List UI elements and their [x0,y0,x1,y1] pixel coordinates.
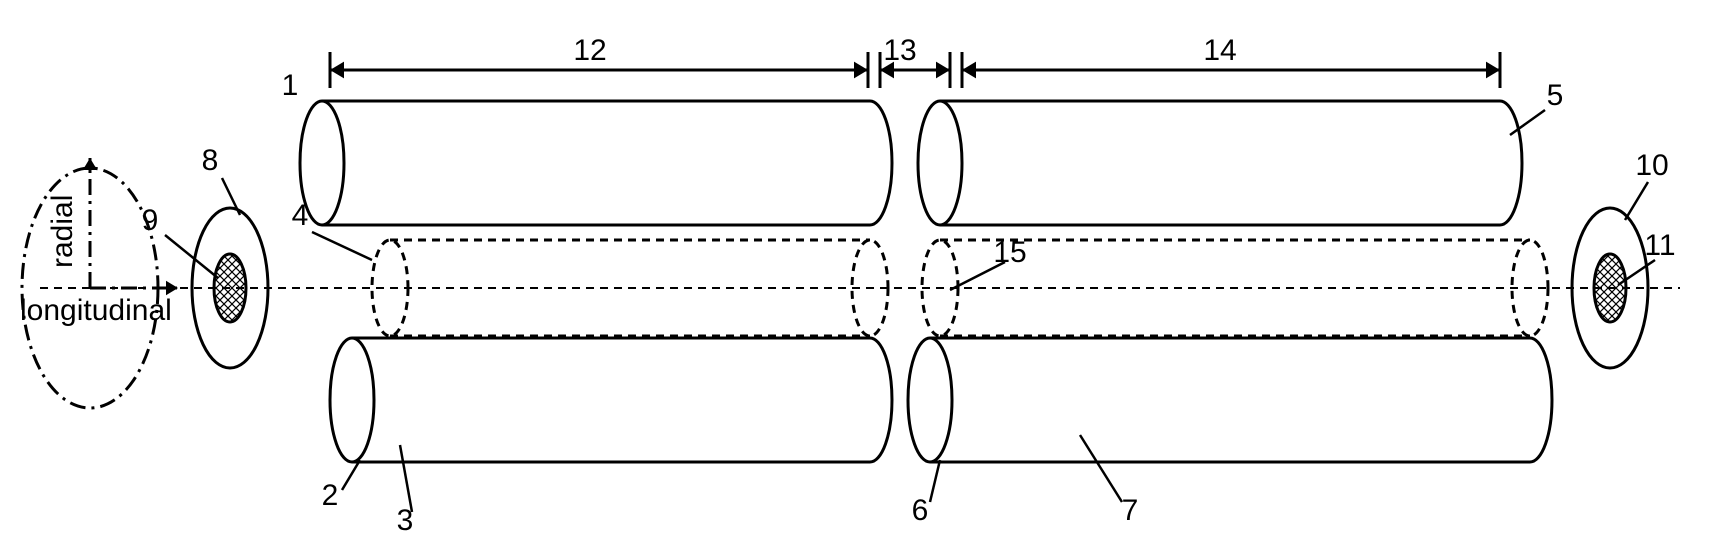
arrowhead [962,62,976,79]
callout-label: 6 [912,494,929,527]
leader-line [400,445,412,512]
aperture-hole [1594,254,1626,322]
callout-label: 8 [202,144,219,177]
callout-label: 2 [322,479,339,512]
axis-longitudinal-label: longitudinal [20,294,172,327]
callout-label: 9 [142,204,159,237]
callout-label: 4 [292,199,309,232]
rod-endcap [1500,101,1522,225]
arrowhead [854,62,868,79]
callout-label: 13 [883,34,916,67]
rod-endcap [1530,338,1552,462]
arrowhead [83,158,97,170]
rod-endcap [330,338,374,462]
callout-label: 12 [573,34,606,67]
leader-line [1625,182,1648,220]
rod-endcap [870,101,892,225]
leader-line [342,460,360,490]
callout-label: 14 [1203,34,1236,67]
rod-endcap [918,101,962,225]
arrowhead [936,62,950,79]
rod-endcap [870,338,892,462]
diagram-canvas: radial longitudinal 1 12 13 14 5 8 9 4 10 11 15 2 3 6 7 [0,0,1716,556]
callout-label: 15 [993,236,1026,269]
callout-label: 3 [397,504,414,537]
callout-label: 10 [1635,149,1668,182]
arrowhead [1486,62,1500,79]
leader-line [930,460,940,502]
axis-radial-label: radial [46,195,79,268]
callout-label: 5 [1547,79,1564,112]
aperture-hole [214,254,246,322]
callout-label: 7 [1122,494,1139,527]
callout-label: 11 [1644,229,1675,262]
rod-endcap [908,338,952,462]
arrowhead [330,62,344,79]
callout-label: 1 [282,69,299,102]
leader-line [1080,435,1122,502]
leader-line [312,232,372,260]
